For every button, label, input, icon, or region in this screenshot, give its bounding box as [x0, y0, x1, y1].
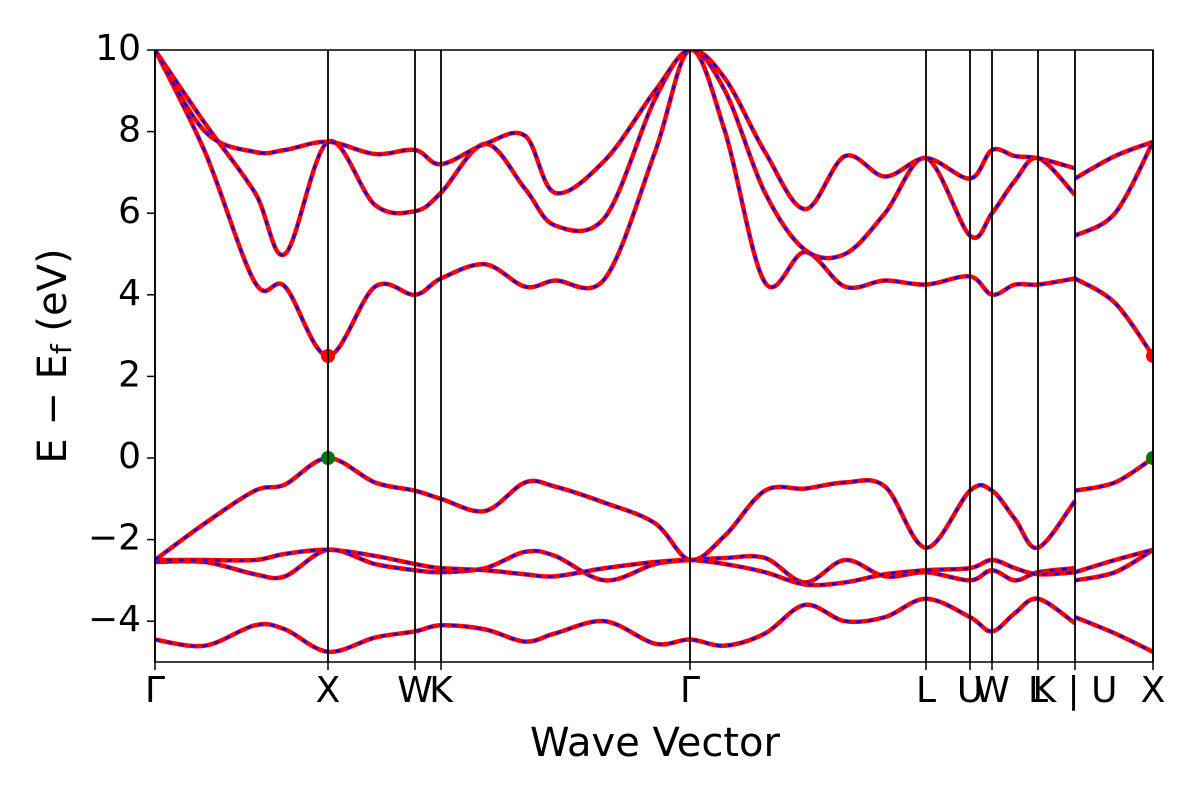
x-tick-label: L — [1028, 670, 1048, 711]
x-tick-label: Γ — [145, 670, 165, 711]
x-tick-label: U — [957, 670, 983, 711]
y-tick-label: 0 — [118, 436, 141, 477]
band-edge-point — [1146, 451, 1153, 465]
band-line-dashed — [155, 548, 1153, 587]
y-tick-label: 6 — [118, 191, 141, 232]
y-tick-label: 2 — [118, 354, 141, 395]
band-line — [155, 547, 1153, 585]
band-line — [155, 455, 1153, 563]
x-tick-label: X — [1141, 670, 1166, 711]
band-edge-point — [1146, 349, 1153, 363]
x-tick-label: K — [429, 670, 454, 711]
x-tick-label: L — [916, 670, 936, 711]
y-tick-label: 8 — [118, 110, 141, 151]
y-tick-label: −4 — [88, 599, 141, 640]
x-tick-label: K | U — [1033, 670, 1118, 711]
band-line — [155, 547, 1153, 588]
band-line-dashed — [155, 456, 1153, 562]
band-line-dashed — [155, 50, 1153, 260]
band-line-dashed — [155, 50, 1153, 211]
y-label-unit: (eV) — [30, 248, 76, 344]
band-line — [155, 596, 1153, 655]
y-tick-label: 4 — [118, 273, 141, 314]
plot-area — [155, 50, 1153, 655]
band-line-dashed — [155, 50, 1153, 358]
y-label-main: E − E — [30, 354, 76, 464]
band-line — [155, 50, 1153, 212]
x-tick-label: W — [974, 670, 1010, 711]
y-tick-label: −2 — [88, 518, 141, 559]
x-axis-label: Wave Vector — [530, 720, 781, 766]
axes-frame — [154, 49, 1154, 663]
x-tick-label: W — [397, 670, 433, 711]
x-tick-label: Γ — [680, 670, 700, 711]
y-tick-label: 10 — [95, 28, 141, 69]
y-axis-label: E − Ef (eV) — [30, 248, 78, 463]
x-tick-label: X — [316, 670, 341, 711]
y-label-sub: f — [45, 343, 78, 354]
